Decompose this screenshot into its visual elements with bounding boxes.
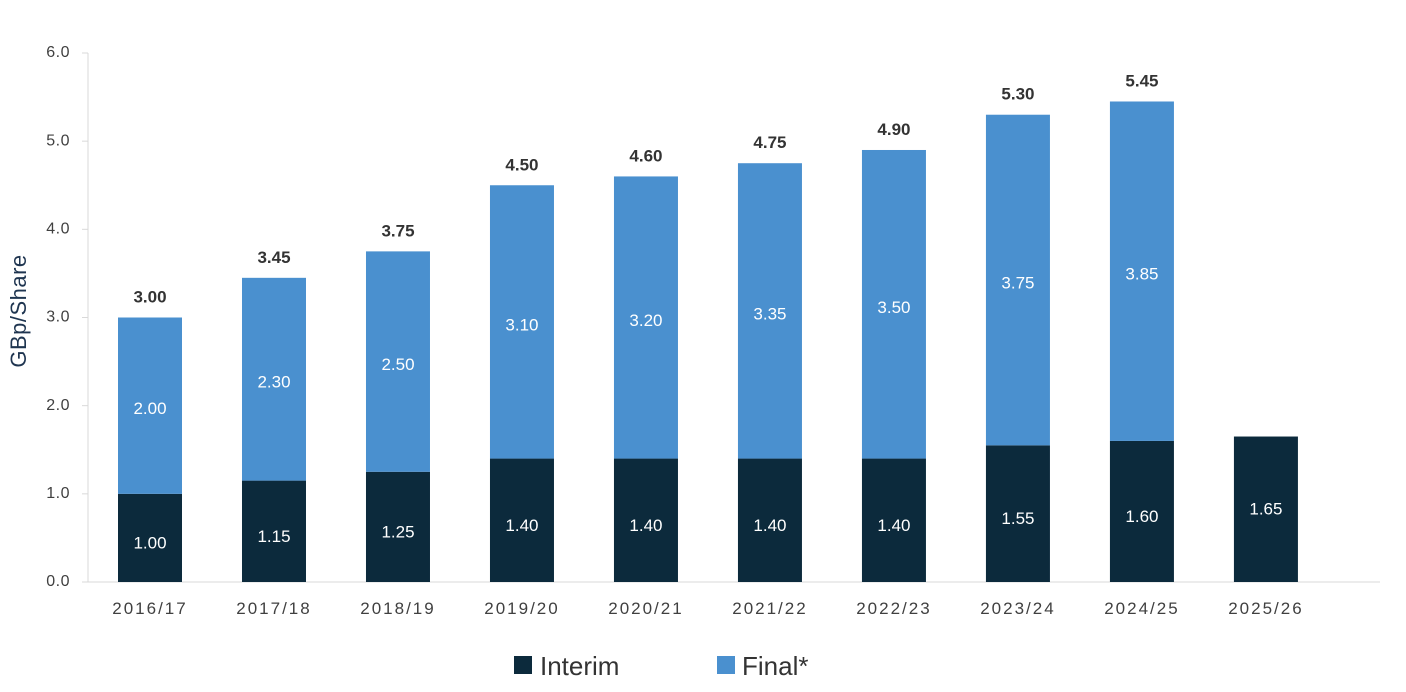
data-label-final: 3.85 <box>1125 265 1158 284</box>
data-label-final: 2.50 <box>381 355 414 374</box>
y-tick-label: 6.0 <box>46 44 70 61</box>
y-tick-label: 5.0 <box>46 132 70 149</box>
data-label-final: 2.30 <box>257 373 290 392</box>
y-tick-label: 3.0 <box>46 309 70 326</box>
x-tick-label: 2021/22 <box>732 599 807 618</box>
x-tick-label: 2018/19 <box>360 599 435 618</box>
data-label-total: 4.50 <box>505 155 538 174</box>
data-label-total: 4.75 <box>753 133 786 152</box>
y-tick-label: 1.0 <box>46 485 70 502</box>
legend-swatch-final <box>717 656 735 674</box>
bars <box>118 101 1298 582</box>
data-label-final: 3.10 <box>505 315 538 334</box>
x-tick-label: 2025/26 <box>1228 599 1303 618</box>
data-label-total: 3.75 <box>381 221 414 240</box>
data-label-interim: 1.55 <box>1001 509 1034 528</box>
data-label-final: 3.20 <box>629 311 662 330</box>
data-label-total: 3.00 <box>133 288 166 307</box>
data-label-total: 3.45 <box>257 248 290 267</box>
data-label-final: 3.50 <box>877 298 910 317</box>
data-label-total: 4.60 <box>629 146 662 165</box>
y-tick-label: 4.0 <box>46 221 70 238</box>
x-axis: 2016/17 2017/18 2018/19 2019/20 2020/21 2021/… <box>88 582 1380 618</box>
y-axis: 0.0 1.0 2.0 3.0 4.0 5.0 6.0 <box>46 44 88 590</box>
data-label-interim: 1.40 <box>877 516 910 535</box>
data-label-interim: 1.40 <box>753 516 786 535</box>
data-label-interim: 1.65 <box>1249 500 1282 519</box>
y-tick-label: 2.0 <box>46 397 70 414</box>
x-tick-label: 2019/20 <box>484 599 559 618</box>
data-label-final: 3.35 <box>753 304 786 323</box>
data-label-final: 2.00 <box>133 399 166 418</box>
data-label-interim: 1.15 <box>257 527 290 546</box>
data-label-total: 4.90 <box>877 120 910 139</box>
x-tick-label: 2020/21 <box>608 599 683 618</box>
data-label-interim: 1.00 <box>133 533 166 552</box>
x-tick-label: 2016/17 <box>112 599 187 618</box>
y-tick-label: 0.0 <box>46 573 70 590</box>
x-tick-label: 2022/23 <box>856 599 931 618</box>
data-label-interim: 1.40 <box>629 516 662 535</box>
x-tick-label: 2024/25 <box>1104 599 1179 618</box>
legend-swatch-interim <box>514 656 532 674</box>
legend: Interim Final* <box>514 651 808 681</box>
x-tick-label: 2023/24 <box>980 599 1055 618</box>
data-label-interim: 1.25 <box>381 522 414 541</box>
data-label-interim: 1.60 <box>1125 507 1158 526</box>
legend-label-interim: Interim <box>540 651 619 681</box>
data-label-final: 3.75 <box>1001 274 1034 293</box>
data-label-total: 5.45 <box>1125 71 1158 90</box>
y-axis-title: GBp/Share <box>6 254 31 367</box>
data-label-total: 5.30 <box>1001 85 1034 104</box>
x-tick-label: 2017/18 <box>236 599 311 618</box>
data-label-interim: 1.40 <box>505 516 538 535</box>
legend-label-final: Final* <box>742 651 808 681</box>
